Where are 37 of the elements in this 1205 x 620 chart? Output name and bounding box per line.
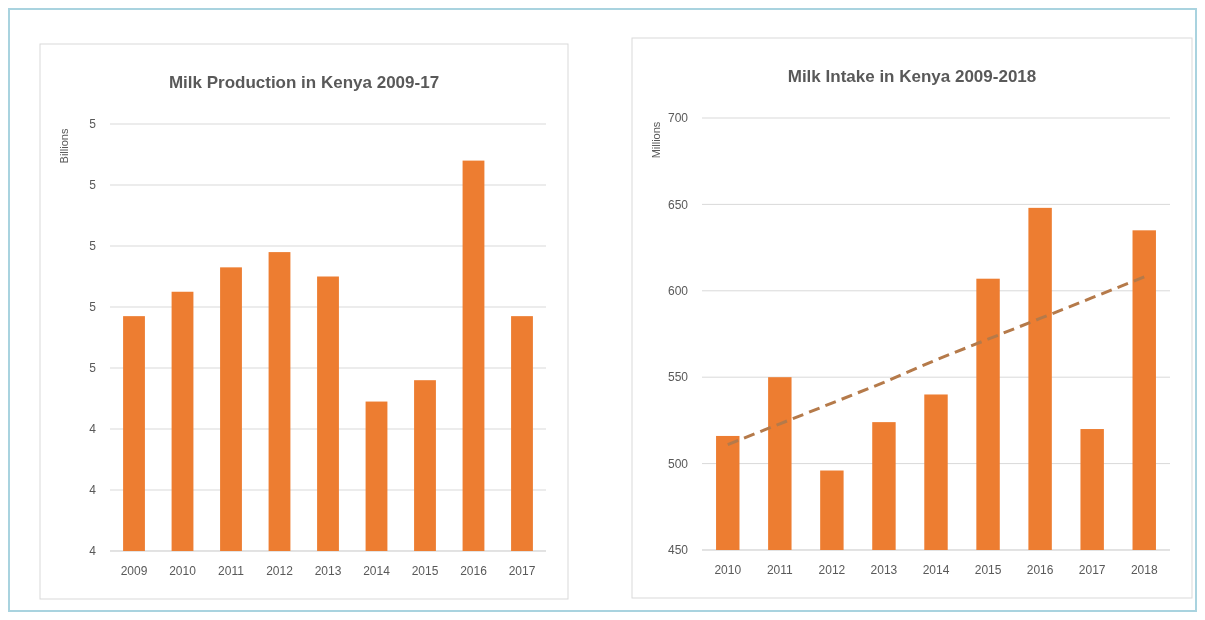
y-tick-label: 4 — [89, 544, 97, 559]
y-tick-label: 5 — [89, 239, 97, 254]
x-tick-label: 2015 — [974, 563, 1002, 577]
y-tick-label: 650 — [667, 197, 689, 212]
x-tick-label: 2016 — [1026, 563, 1054, 577]
x-tick-label: 2013 — [870, 563, 898, 577]
y-tick-label: 500 — [667, 456, 689, 471]
x-tick-label: 2010 — [714, 563, 742, 577]
x-tick-label: 2017 — [1078, 563, 1106, 577]
y-tick-label: 450 — [667, 543, 689, 558]
x-tick-label: 2012 — [818, 563, 846, 577]
y-tick-label: 600 — [667, 284, 689, 298]
chart-title: Milk Production in Kenya 2009-17 — [168, 73, 440, 92]
y-tick-label: 4 — [89, 422, 97, 437]
chart-title: Milk Intake in Kenya 2009-2018 — [787, 67, 1037, 86]
y-axis-title: Millions — [650, 121, 662, 159]
x-tick-label: 2010 — [169, 564, 197, 578]
y-axis-title: Billions — [58, 128, 70, 164]
x-tick-label: 2011 — [766, 563, 794, 577]
y-tick-label: 4 — [89, 483, 97, 498]
x-tick-label: 2012 — [266, 564, 294, 578]
y-tick-label: 700 — [667, 111, 689, 126]
y-tick-label: 5 — [89, 300, 97, 315]
y-tick-label: 5 — [89, 117, 97, 132]
x-tick-label: 2016 — [460, 564, 488, 578]
x-tick-label: 2014 — [922, 563, 950, 577]
x-tick-label: 2013 — [314, 564, 342, 578]
x-tick-label: 2009 — [120, 564, 148, 578]
x-tick-label: 2017 — [508, 564, 536, 578]
y-tick-label: 5 — [89, 361, 97, 376]
x-tick-label: 2014 — [363, 564, 391, 578]
x-tick-label: 2018 — [1130, 563, 1158, 577]
x-tick-label: 2015 — [411, 564, 439, 578]
line-series — [726, 275, 1146, 447]
y-tick-label: 550 — [667, 370, 689, 385]
x-tick-label: 2011 — [218, 564, 245, 578]
y-tick-label: 5 — [89, 178, 97, 193]
